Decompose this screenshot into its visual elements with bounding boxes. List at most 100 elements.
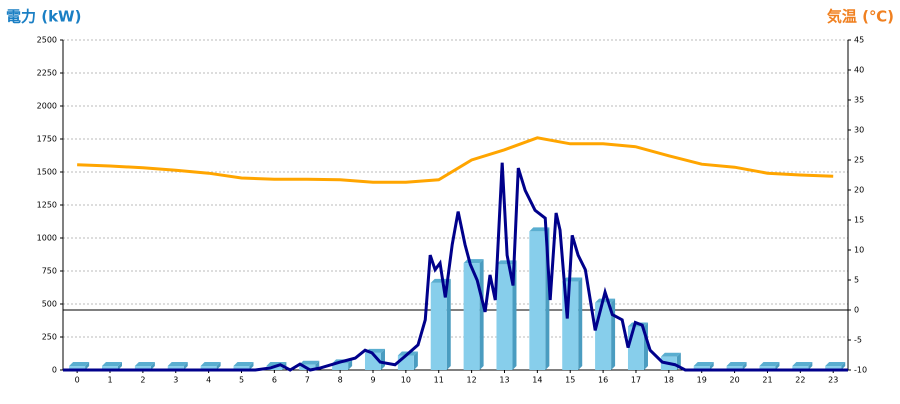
x-tick-label: 2 [140, 376, 145, 385]
bar-top [200, 362, 221, 367]
bar-side [479, 259, 484, 370]
x-tick-label: 14 [532, 376, 542, 385]
bar-top [529, 227, 550, 232]
x-tick-label: 1 [107, 376, 112, 385]
x-tick-label: 3 [173, 376, 178, 385]
bar-side [85, 362, 90, 370]
y-tick-label: 1000 [37, 234, 57, 243]
bar-top [726, 362, 747, 367]
x-tick-label: 8 [338, 376, 343, 385]
x-tick-label: 23 [828, 376, 838, 385]
y-tick-label: 2000 [37, 102, 57, 111]
x-tick-label: 21 [762, 376, 772, 385]
bar-top [430, 278, 451, 283]
bar [397, 355, 414, 370]
y2-tick-label: 35 [854, 96, 864, 105]
bar [595, 302, 612, 370]
bar-side [512, 260, 517, 370]
bar-top [299, 360, 320, 365]
bar-side [775, 362, 780, 370]
bar-top [595, 298, 616, 303]
bar-side [446, 278, 451, 370]
bar [529, 231, 546, 370]
x-tick-label: 20 [729, 376, 739, 385]
y2-tick-label: 0 [854, 306, 859, 315]
bar [463, 263, 480, 370]
y-tick-label: 2250 [37, 69, 57, 78]
bar [693, 366, 710, 370]
x-tick-label: 0 [75, 376, 80, 385]
bar-side [742, 362, 747, 370]
x-tick-label: 12 [467, 376, 477, 385]
x-tick-label: 19 [697, 376, 707, 385]
bar [134, 366, 151, 370]
y2-tick-label: 15 [854, 216, 864, 225]
y2-tick-label: 10 [854, 246, 864, 255]
bar-side [380, 348, 385, 370]
y2-tick-label: 40 [854, 66, 864, 75]
bar-top [792, 362, 813, 367]
bar-top [167, 362, 188, 367]
x-tick-label: 13 [499, 376, 509, 385]
y-tick-label: 2500 [37, 36, 57, 45]
bar-side [808, 362, 813, 370]
y2-title: 気温 (℃) [827, 8, 894, 26]
y-tick-label: 0 [52, 366, 57, 375]
x-tick-label: 5 [239, 376, 244, 385]
bar-side [118, 362, 123, 370]
bar [759, 366, 776, 370]
x-tick-label: 18 [664, 376, 674, 385]
y2-tick-label: 45 [854, 36, 864, 45]
x-tick-label: 22 [795, 376, 805, 385]
bar-side [413, 351, 418, 370]
bar-top [660, 352, 681, 357]
bar [825, 366, 842, 370]
bar [726, 366, 743, 370]
bar-side [150, 362, 155, 370]
y2-tick-label: -10 [854, 366, 867, 375]
bar-top [759, 362, 780, 367]
bar [332, 363, 349, 370]
bar-side [183, 362, 188, 370]
y2-tick-label: 25 [854, 156, 864, 165]
y-title: 電力 (kW) [6, 8, 81, 26]
y2-tick-label: -5 [854, 336, 862, 345]
bar [200, 366, 217, 370]
bar-top [134, 362, 155, 367]
x-tick-label: 16 [598, 376, 608, 385]
y-tick-label: 250 [42, 333, 57, 342]
y2-tick-label: 5 [854, 276, 859, 285]
bar-side [709, 362, 714, 370]
bar-top [102, 362, 123, 367]
y2-tick-label: 20 [854, 186, 864, 195]
x-tick-label: 17 [631, 376, 641, 385]
y-tick-label: 1750 [37, 135, 57, 144]
line [77, 136, 834, 184]
bar-top [562, 277, 583, 282]
y-tick-label: 1500 [37, 168, 57, 177]
bar-top [693, 362, 714, 367]
x-tick-label: 11 [434, 376, 444, 385]
bar-top [69, 362, 90, 367]
bar-top [496, 260, 517, 265]
bar [496, 264, 513, 370]
x-tick-label: 7 [305, 376, 310, 385]
bar-side [841, 362, 846, 370]
bar [167, 366, 184, 370]
x-tick-label: 4 [206, 376, 211, 385]
y-tick-label: 750 [42, 267, 57, 276]
y-tick-label: 1250 [37, 201, 57, 210]
bar-side [249, 362, 254, 370]
x-tick-label: 10 [401, 376, 411, 385]
bar [233, 366, 250, 370]
bar-side [578, 277, 583, 370]
bar-side [216, 362, 221, 370]
x-tick-label: 9 [370, 376, 375, 385]
y2-tick-label: 30 [854, 126, 864, 135]
line [63, 162, 848, 372]
x-tick-label: 6 [272, 376, 277, 385]
bar [69, 366, 86, 370]
bar-side [348, 359, 353, 370]
x-tick-label: 15 [565, 376, 575, 385]
